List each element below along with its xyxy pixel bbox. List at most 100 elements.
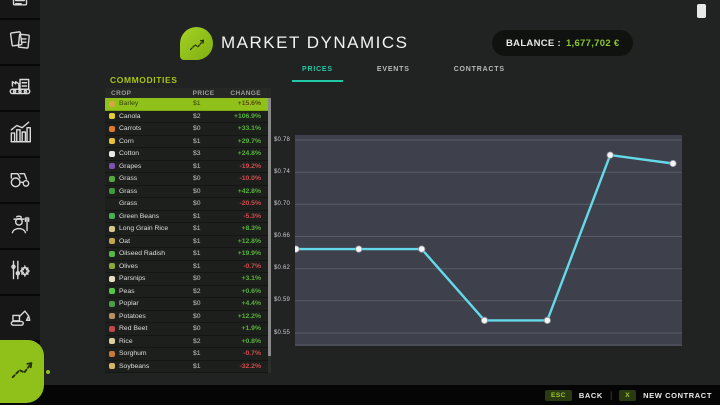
crop-change: +42.8% [237, 187, 261, 195]
crop-change: +33.1% [237, 125, 261, 133]
scrollbar-thumb[interactable] [268, 98, 271, 356]
tab-bar: PRICES EVENTS CONTRACTS [292, 62, 515, 82]
back-button[interactable]: BACK [578, 390, 603, 400]
crop-price: $1 [193, 250, 201, 258]
crop-name: Olives [119, 262, 138, 270]
crop-change: +0.8% [241, 337, 261, 345]
table-rows: Barley $1 +15.6% Canola $2 +106.9% Carrots $0 +3… [105, 98, 271, 373]
crop-change: +0.6% [241, 287, 261, 295]
column-header-price: PRICE [192, 89, 215, 97]
y-axis-tick-label: $0.74 [274, 168, 291, 175]
commodities-section-label: COMMODITIES [110, 75, 178, 85]
crop-name: Soybeans [119, 362, 150, 370]
table-row[interactable]: Sorghum $1 -0.7% [105, 348, 271, 361]
table-row[interactable]: Grapes $1 -19.2% [105, 160, 271, 173]
sidebar-item-statistics[interactable] [0, 112, 40, 156]
tab-events[interactable]: EVENTS [376, 66, 410, 73]
construction-icon [7, 303, 33, 334]
table-row[interactable]: Cotton $3 +24.8% [105, 148, 271, 161]
crop-cell: Olives [109, 263, 193, 270]
olives-icon [109, 263, 115, 270]
commodities-table: CROP PRICE CHANGE Barley $1 +15.6% Canola $2… [105, 88, 271, 373]
crop-cell: Peas [109, 288, 193, 295]
balance-label: BALANCE : [506, 37, 561, 49]
crop-price: $1 [193, 212, 201, 220]
table-row[interactable]: Soybeans $1 -32.2% [105, 360, 271, 373]
table-row[interactable]: Carrots $0 +33.1% [105, 123, 271, 136]
app-logo [180, 27, 213, 60]
crop-price: $0 [193, 187, 201, 195]
crop-name: Oilseed Radish [119, 250, 166, 258]
long-grain-rice-icon [109, 225, 115, 232]
finances-icon [7, 0, 33, 12]
tab-contracts[interactable]: CONTRACTS [453, 66, 505, 73]
table-row[interactable]: Grass $0 -10.0% [105, 173, 271, 186]
table-row[interactable]: Corn $1 +29.7% [105, 135, 271, 148]
new-contract-button[interactable]: NEW CONTRACT [643, 390, 712, 400]
crop-name: Sorghum [119, 350, 147, 358]
crop-cell: Soybeans [109, 363, 193, 370]
crop-name: Potatoes [119, 312, 146, 320]
crop-price: $2 [193, 112, 201, 120]
crop-cell: Rice [109, 338, 193, 345]
esc-key-badge[interactable]: ESC [545, 389, 572, 401]
crop-cell: Barley [109, 100, 193, 107]
oat-icon [109, 238, 115, 245]
sidebar-item-finances[interactable] [0, 0, 40, 18]
grass-icon [109, 175, 115, 182]
sidebar-item-vehicles[interactable] [0, 158, 40, 202]
crop-name: Carrots [119, 125, 142, 133]
crop-name: Corn [119, 137, 134, 145]
commodities-scrollbar[interactable] [268, 98, 271, 373]
table-header: CROP PRICE CHANGE [105, 88, 271, 98]
sidebar-item-construction[interactable] [0, 296, 40, 340]
tab-prices[interactable]: PRICES [292, 62, 343, 82]
balance-badge: BALANCE : 1,677,702 € [492, 30, 634, 56]
crop-change: -0.7% [243, 262, 261, 270]
table-row[interactable]: Oat $1 +12.8% [105, 235, 271, 248]
crop-change: +3.1% [241, 275, 261, 283]
sidebar-item-contracts[interactable] [0, 20, 40, 64]
table-row[interactable]: Grass $0 -20.5% [105, 198, 271, 211]
table-row[interactable]: Grass $0 +42.8% [105, 185, 271, 198]
table-row[interactable]: Poplar $0 +4.4% [105, 298, 271, 311]
table-row[interactable]: Canola $2 +106.9% [105, 110, 271, 123]
settings-icon [7, 257, 33, 288]
column-header-crop: CROP [111, 89, 132, 97]
crop-change: +29.7% [237, 137, 261, 145]
y-axis-tick-label: $0.66 [274, 233, 291, 239]
table-row[interactable]: Long Grain Rice $1 +8.3% [105, 223, 271, 236]
sidebar-item-farmer[interactable] [0, 204, 40, 248]
crop-change: +19.9% [237, 250, 261, 258]
soybeans-icon [109, 363, 115, 370]
corn-icon [109, 138, 115, 145]
y-axis-tick-label: $0.70 [274, 200, 291, 207]
table-row[interactable]: Peas $2 +0.6% [105, 285, 271, 298]
crop-change: -0.7% [243, 350, 261, 358]
sidebar-item-production[interactable] [0, 66, 40, 110]
page-title: MARKET DYNAMICS [221, 33, 409, 52]
table-row[interactable]: Potatoes $0 +12.2% [105, 310, 271, 323]
table-row[interactable]: Olives $1 -0.7% [105, 260, 271, 273]
crop-cell: Cotton [109, 150, 193, 157]
carrots-icon [109, 125, 115, 132]
table-row[interactable]: Red Beet $0 +1.9% [105, 323, 271, 336]
table-row[interactable]: Green Beans $1 -5.3% [105, 210, 271, 223]
crop-name: Canola [119, 112, 141, 120]
table-row[interactable]: Parsnips $0 +3.1% [105, 273, 271, 286]
crop-cell: Oilseed Radish [109, 250, 193, 257]
table-row[interactable]: Barley $1 +15.6% [105, 98, 271, 111]
crop-name: Grass [119, 175, 138, 183]
crop-change: +106.9% [233, 112, 261, 120]
table-row[interactable]: Rice $2 +0.8% [105, 335, 271, 348]
crop-name: Poplar [119, 300, 139, 308]
x-key-badge[interactable]: X [619, 389, 637, 401]
crop-name: Peas [119, 287, 135, 295]
sidebar-item-settings[interactable] [0, 250, 40, 294]
crop-change: +4.4% [241, 300, 261, 308]
table-row[interactable]: Oilseed Radish $1 +19.9% [105, 248, 271, 261]
crop-cell: Potatoes [109, 313, 193, 320]
crop-name: Red Beet [119, 325, 148, 333]
sidebar-item-market-dynamics[interactable] [0, 340, 50, 403]
